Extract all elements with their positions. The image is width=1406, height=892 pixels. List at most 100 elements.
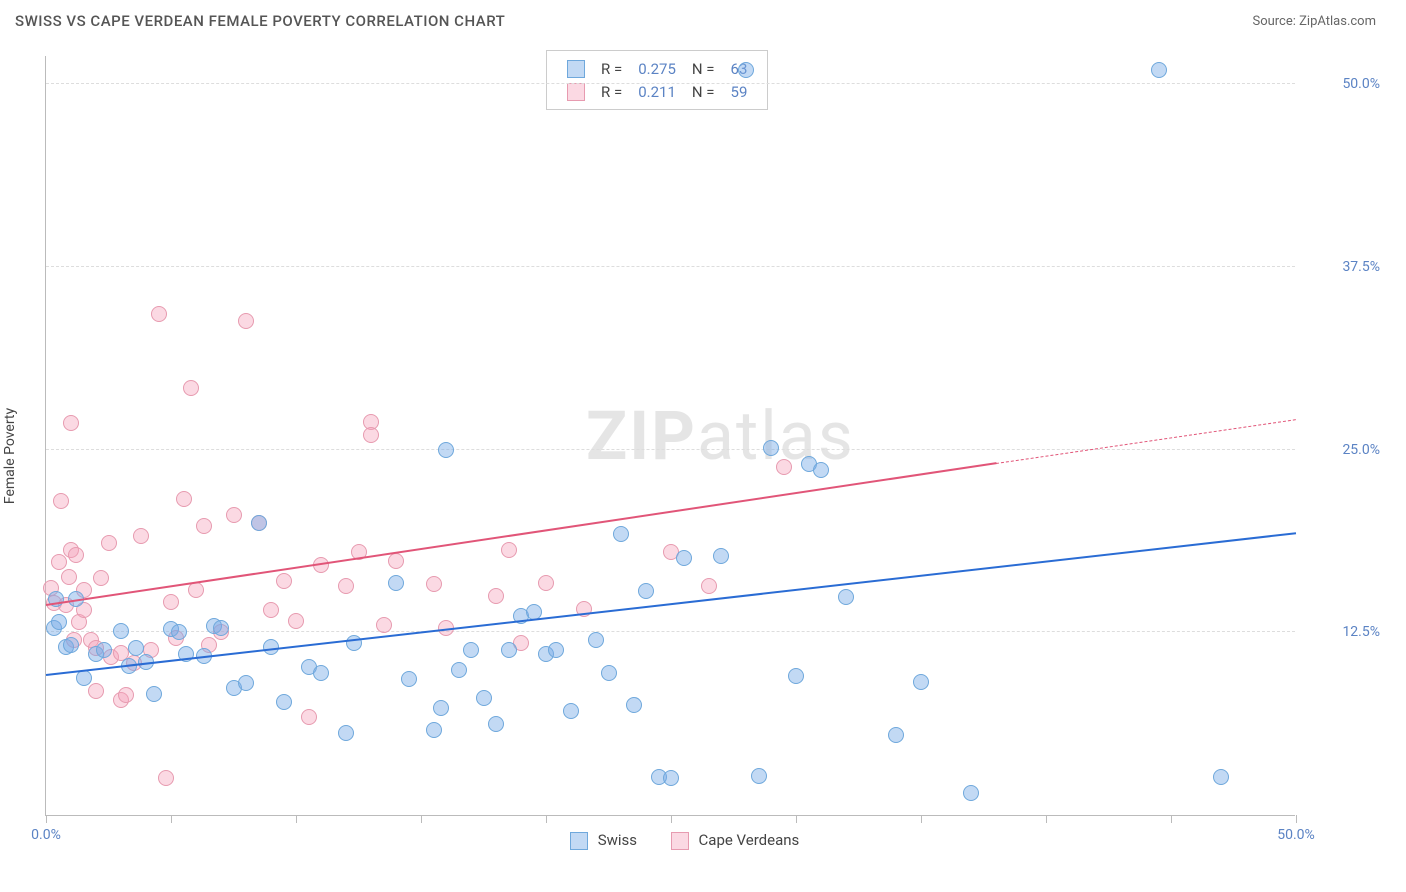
point-blue	[601, 665, 617, 681]
point-pink	[93, 570, 109, 586]
legend-item-capeverdeans: Cape Verdeans	[671, 831, 799, 849]
point-blue	[476, 690, 492, 706]
point-blue	[213, 620, 229, 636]
legend-correlation-box: R = 0.275 N = 63 R = 0.211 N = 59	[546, 50, 768, 110]
xtick	[171, 815, 172, 823]
point-pink	[196, 518, 212, 534]
point-blue	[113, 623, 129, 639]
point-blue	[96, 642, 112, 658]
point-pink	[363, 427, 379, 443]
ytick-label: 50.0%	[1305, 76, 1380, 92]
chart-title: SWISS VS CAPE VERDEAN FEMALE POVERTY COR…	[15, 12, 505, 30]
xtick	[671, 815, 672, 823]
point-blue	[813, 462, 829, 478]
point-blue	[388, 575, 404, 591]
legend-label-swiss: Swiss	[598, 831, 637, 849]
point-pink	[133, 528, 149, 544]
grid-line	[46, 449, 1295, 450]
point-blue	[613, 526, 629, 542]
point-pink	[238, 313, 254, 329]
point-pink	[488, 588, 504, 604]
trend-line-dashed	[996, 419, 1296, 464]
swatch-blue-icon	[570, 832, 588, 850]
point-blue	[401, 671, 417, 687]
point-pink	[276, 573, 292, 589]
point-blue	[663, 770, 679, 786]
point-pink	[388, 553, 404, 569]
point-pink	[701, 578, 717, 594]
grid-line	[46, 83, 1295, 84]
point-blue	[276, 694, 292, 710]
point-pink	[88, 683, 104, 699]
point-blue	[171, 624, 187, 640]
point-pink	[426, 576, 442, 592]
swatch-blue-icon	[567, 60, 585, 78]
ytick-label: 25.0%	[1305, 442, 1380, 458]
point-blue	[146, 686, 162, 702]
point-blue	[251, 515, 267, 531]
point-blue	[426, 722, 442, 738]
point-blue	[1151, 62, 1167, 78]
y-axis-label: Female Poverty	[2, 408, 18, 504]
xtick	[921, 815, 922, 823]
source-label: Source: ZipAtlas.com	[1252, 14, 1376, 29]
point-pink	[101, 535, 117, 551]
point-pink	[538, 575, 554, 591]
point-pink	[158, 770, 174, 786]
xtick	[421, 815, 422, 823]
point-blue	[63, 637, 79, 653]
point-blue	[788, 668, 804, 684]
point-blue	[346, 635, 362, 651]
swatch-pink-icon	[671, 832, 689, 850]
xtick	[796, 815, 797, 823]
point-pink	[338, 578, 354, 594]
point-blue	[238, 675, 254, 691]
xtick-label: 0.0%	[31, 827, 61, 843]
point-blue	[438, 442, 454, 458]
point-pink	[163, 594, 179, 610]
swatch-pink-icon	[567, 83, 585, 101]
point-pink	[263, 602, 279, 618]
point-blue	[501, 642, 517, 658]
point-blue	[588, 632, 604, 648]
r-value-blue: 0.275	[630, 57, 684, 80]
point-pink	[61, 569, 77, 585]
point-blue	[676, 550, 692, 566]
point-blue	[1213, 769, 1229, 785]
xtick	[546, 815, 547, 823]
point-blue	[713, 548, 729, 564]
point-blue	[626, 697, 642, 713]
point-pink	[501, 542, 517, 558]
xtick	[1296, 815, 1297, 823]
point-blue	[548, 642, 564, 658]
ytick-label: 37.5%	[1305, 259, 1380, 275]
point-pink	[63, 415, 79, 431]
ytick-label: 12.5%	[1305, 624, 1380, 640]
point-pink	[288, 613, 304, 629]
point-blue	[338, 725, 354, 741]
point-blue	[738, 62, 754, 78]
point-pink	[53, 493, 69, 509]
point-blue	[838, 589, 854, 605]
point-pink	[301, 709, 317, 725]
point-blue	[313, 665, 329, 681]
xtick-label: 50.0%	[1277, 827, 1315, 843]
point-blue	[751, 768, 767, 784]
xtick	[1171, 815, 1172, 823]
point-pink	[226, 507, 242, 523]
point-pink	[776, 459, 792, 475]
plot-region: ZIPatlas R = 0.275 N = 63 R = 0.211 N = …	[45, 56, 1295, 816]
point-pink	[151, 306, 167, 322]
point-blue	[463, 642, 479, 658]
point-blue	[913, 674, 929, 690]
n-label: N =	[684, 57, 723, 80]
point-blue	[433, 700, 449, 716]
chart-area: Female Poverty ZIPatlas R = 0.275 N = 63…	[0, 36, 1406, 876]
r-label: R =	[593, 57, 630, 80]
point-blue	[488, 716, 504, 732]
point-blue	[763, 440, 779, 456]
legend-label-capeverdeans: Cape Verdeans	[699, 831, 800, 849]
point-pink	[376, 617, 392, 633]
xtick	[1046, 815, 1047, 823]
legend-series-box: Swiss Cape Verdeans	[570, 831, 829, 850]
